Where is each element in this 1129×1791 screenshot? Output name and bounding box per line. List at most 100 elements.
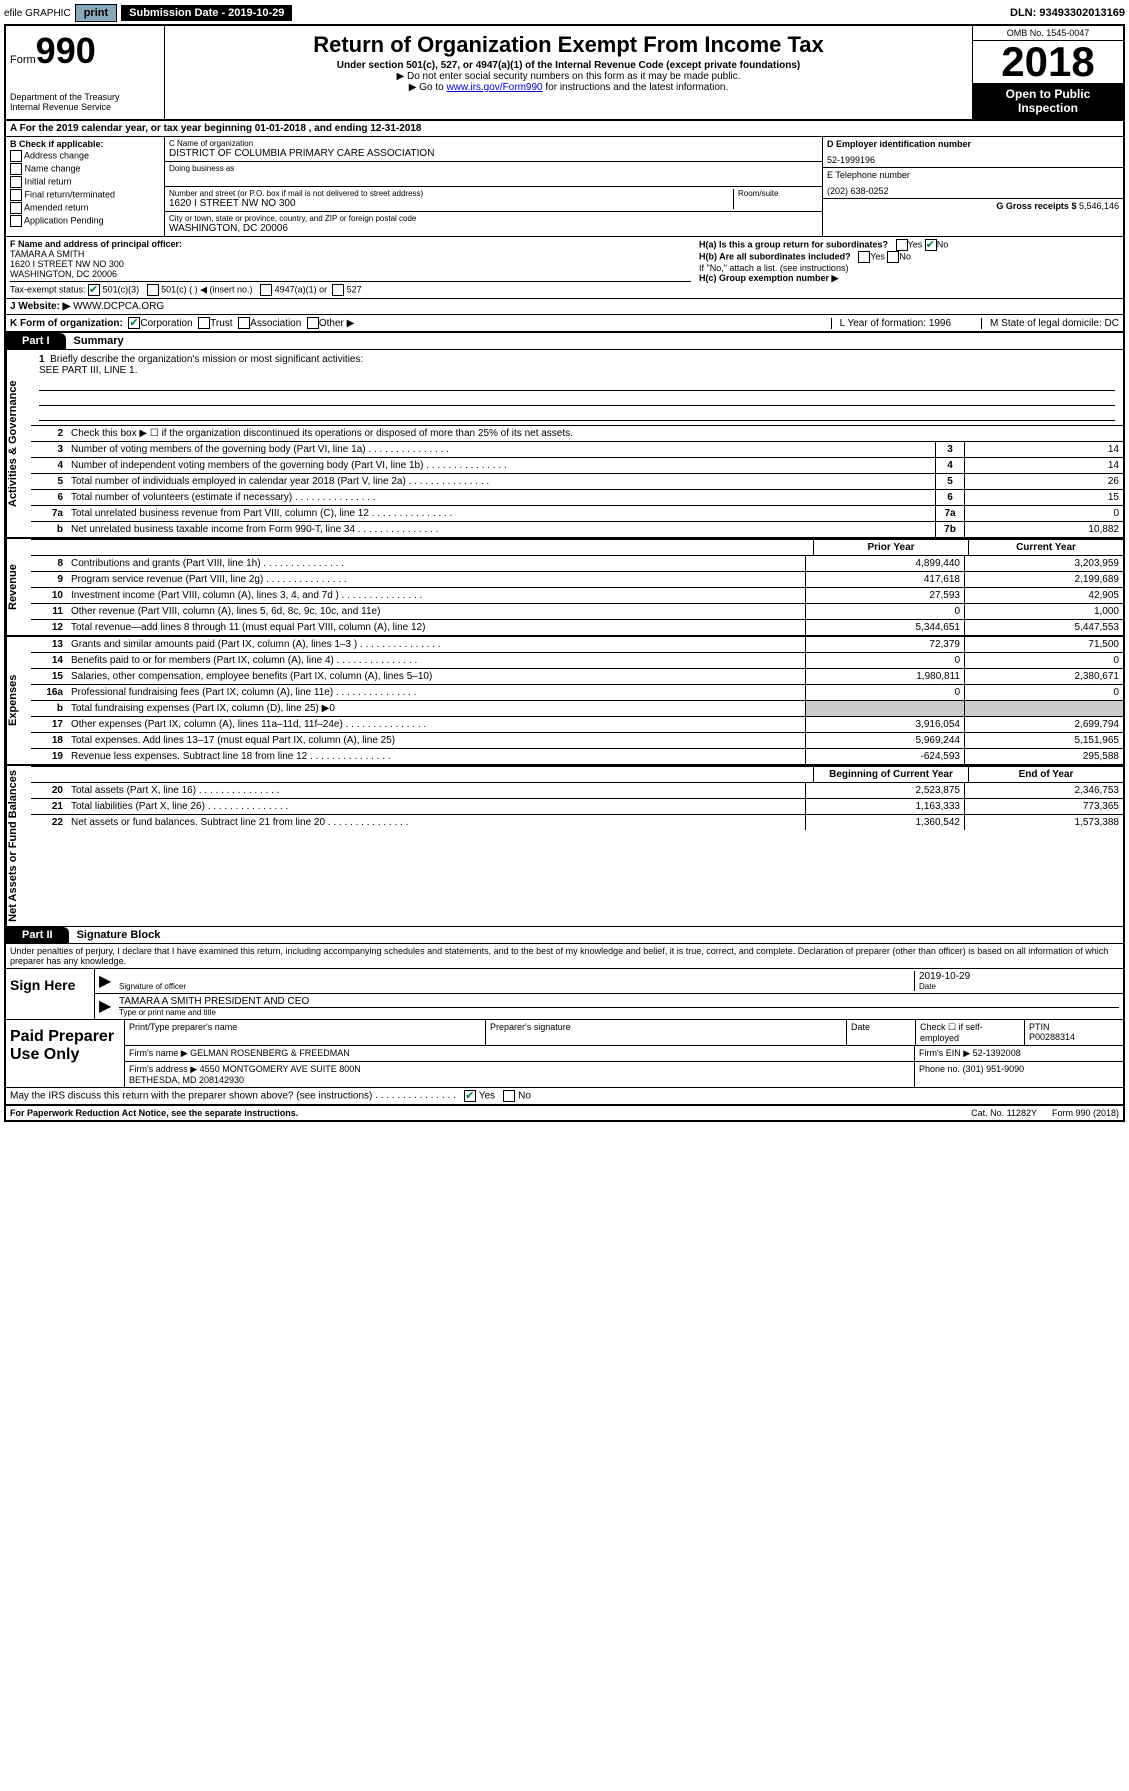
line2: Check this box ▶ ☐ if the organization d… — [67, 426, 1123, 441]
side-expenses: Expenses — [6, 637, 31, 764]
chk-name-change[interactable] — [10, 163, 22, 175]
chk-527[interactable] — [332, 284, 344, 296]
hdr-current: Current Year — [968, 540, 1123, 555]
website-val: WWW.DCPCA.ORG — [73, 301, 164, 312]
ein-label: D Employer identification number — [827, 139, 1119, 149]
line8: Contributions and grants (Part VIII, lin… — [67, 556, 805, 571]
org-name: DISTRICT OF COLUMBIA PRIMARY CARE ASSOCI… — [169, 148, 818, 159]
chk-501c[interactable] — [147, 284, 159, 296]
hdr-begin: Beginning of Current Year — [813, 767, 968, 782]
chk-address-change[interactable] — [10, 150, 22, 162]
chk-hb-no[interactable] — [887, 251, 899, 263]
lbl-app-pending: Application Pending — [24, 215, 104, 225]
note-goto-post: for instructions and the latest informat… — [543, 82, 729, 93]
lbl-yes2: Yes — [870, 251, 885, 261]
discuss-q: May the IRS discuss this return with the… — [10, 1090, 372, 1101]
line7a: Total unrelated business revenue from Pa… — [67, 506, 935, 521]
line5: Total number of individuals employed in … — [67, 474, 935, 489]
chk-ha-no[interactable] — [925, 239, 937, 251]
part2-header: Part II Signature Block — [6, 927, 1123, 944]
line6: Total number of volunteers (estimate if … — [67, 490, 935, 505]
c12: 5,447,553 — [964, 620, 1123, 635]
lbl-amended: Amended return — [24, 202, 89, 212]
p8: 4,899,440 — [805, 556, 964, 571]
chk-trust[interactable] — [198, 317, 210, 329]
dln-label: DLN: 93493302013169 — [1010, 7, 1125, 19]
lbl-501c3: 501(c)(3) — [103, 284, 140, 294]
lbl-final-return: Final return/terminated — [25, 189, 116, 199]
form-subtitle: Under section 501(c), 527, or 4947(a)(1)… — [169, 60, 968, 71]
self-emp-label: Check ☐ if self-employed — [916, 1020, 1025, 1045]
print-button[interactable]: print — [75, 4, 117, 22]
officer-name-label: Type or print name and title — [119, 1007, 1119, 1017]
irs-link[interactable]: www.irs.gov/Form990 — [446, 82, 542, 93]
entity-row: B Check if applicable: Address change Na… — [6, 137, 1123, 237]
chk-assoc[interactable] — [238, 317, 250, 329]
hb-label: H(b) Are all subordinates included? — [699, 251, 851, 261]
lbl-501c: 501(c) ( ) ◀ (insert no.) — [161, 284, 252, 294]
v7b: 10,882 — [964, 522, 1123, 537]
p13: 72,379 — [805, 637, 964, 652]
v6: 15 — [964, 490, 1123, 505]
footer-form: Form 990 (2018) — [1052, 1108, 1119, 1118]
form-title: Return of Organization Exempt From Incom… — [169, 32, 968, 58]
phone-val: (202) 638-0252 — [827, 186, 1119, 196]
chk-discuss-yes[interactable] — [464, 1090, 476, 1102]
hc-label: H(c) Group exemption number ▶ — [699, 273, 838, 283]
part2-tab: Part II — [6, 927, 69, 943]
p18: 5,969,244 — [805, 733, 964, 748]
chk-corp[interactable] — [128, 317, 140, 329]
tax-exempt-label: Tax-exempt status: — [10, 284, 86, 294]
chk-4947[interactable] — [260, 284, 272, 296]
part2-title: Signature Block — [69, 929, 161, 941]
form-outer: Form 990 Department of the Treasury Inte… — [4, 24, 1125, 1122]
lbl-discuss-no: No — [518, 1090, 531, 1101]
chk-amended[interactable] — [10, 202, 22, 214]
form-word: Form — [10, 54, 36, 66]
chk-discuss-no[interactable] — [503, 1090, 515, 1102]
addr-label: Number and street (or P.O. box if mail i… — [169, 189, 733, 198]
city-val: WASHINGTON, DC 20006 — [169, 223, 818, 234]
p14: 0 — [805, 653, 964, 668]
chk-501c3[interactable] — [88, 284, 100, 296]
c11: 1,000 — [964, 604, 1123, 619]
chk-initial-return[interactable] — [10, 176, 22, 188]
lbl-no: No — [937, 239, 949, 249]
hdr-prior: Prior Year — [813, 540, 968, 555]
lbl-discuss-yes: Yes — [479, 1090, 495, 1101]
gross-label: G Gross receipts $ — [996, 201, 1079, 211]
line4: Number of independent voting members of … — [67, 458, 935, 473]
p9: 417,618 — [805, 572, 964, 587]
line7b: Net unrelated business taxable income fr… — [67, 522, 935, 537]
lbl-assoc: Association — [250, 318, 301, 329]
chk-other[interactable] — [307, 317, 319, 329]
lbl-no2: No — [899, 251, 911, 261]
line19: Revenue less expenses. Subtract line 18 … — [67, 749, 805, 764]
state-domicile: M State of legal domicile: DC — [981, 318, 1119, 329]
chk-final-return[interactable] — [10, 189, 22, 201]
open-public-label: Open to Public Inspection — [973, 83, 1123, 119]
ptin-label: PTIN — [1029, 1022, 1050, 1032]
c21: 773,365 — [964, 799, 1123, 814]
line16a: Professional fundraising fees (Part IX, … — [67, 685, 805, 700]
line18: Total expenses. Add lines 13–17 (must eq… — [67, 733, 805, 748]
footer-left: For Paperwork Reduction Act Notice, see … — [10, 1108, 298, 1118]
chk-app-pending[interactable] — [10, 215, 22, 227]
footer-cat: Cat. No. 11282Y — [971, 1108, 1037, 1118]
chk-hb-yes[interactable] — [858, 251, 870, 263]
lbl-other: Other ▶ — [319, 318, 354, 329]
chk-ha-yes[interactable] — [896, 239, 908, 251]
form-header: Form 990 Department of the Treasury Inte… — [6, 26, 1123, 121]
c19: 295,588 — [964, 749, 1123, 764]
v3: 14 — [964, 442, 1123, 457]
gross-val: 5,546,146 — [1079, 201, 1119, 211]
room-label: Room/suite — [738, 189, 818, 198]
c16a: 0 — [964, 685, 1123, 700]
note-goto-pre: ▶ Go to — [409, 82, 447, 93]
part1-title: Summary — [66, 335, 124, 347]
lbl-initial-return: Initial return — [25, 176, 72, 186]
firm-phone-label: Phone no. — [919, 1064, 960, 1074]
side-net-assets: Net Assets or Fund Balances — [6, 766, 31, 926]
p16a: 0 — [805, 685, 964, 700]
officer-label: F Name and address of principal officer: — [10, 239, 182, 249]
